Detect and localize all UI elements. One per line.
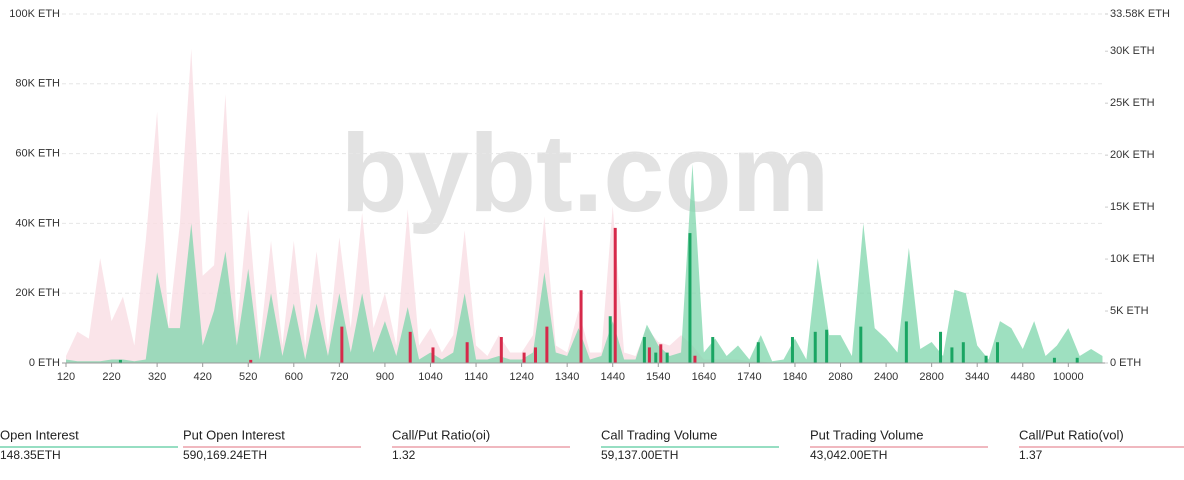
bar [984,355,988,363]
stat-label: Open Interest [0,427,79,442]
bar [995,342,999,363]
y-tick-label: 60K ETH [15,148,60,160]
stat-value: 59,137.00ETH [601,448,678,462]
y2-tick-label: 20K ETH [1110,149,1155,161]
bar [665,352,669,363]
bar [659,344,663,363]
bar [961,342,965,363]
bar [118,359,122,363]
stat-label: Put Trading Volume [810,427,923,442]
x-tick-label: 1240 [509,371,533,383]
bar [545,326,549,363]
x-tick-label: 1840 [783,371,807,383]
x-tick-label: 1640 [692,371,716,383]
x-tick-label: 120 [57,371,75,383]
x-tick-label: 2400 [874,371,898,383]
y-tick-label: 100K ETH [9,8,60,20]
bar [688,233,692,363]
x-tick-label: 2800 [919,371,943,383]
bar [711,337,715,363]
x-tick-label: 1140 [464,371,488,383]
y2-tick-label: 0 ETH [1110,357,1141,369]
stat-label: Put Open Interest [183,427,285,442]
stat-value: 43,042.00ETH [810,448,887,462]
bar [950,347,954,363]
bar [499,337,503,363]
y2-tick-label: 25K ETH [1110,97,1155,109]
bar [408,331,412,363]
x-tick-label: 600 [285,371,303,383]
bar [465,342,469,363]
x-tick-label: 520 [239,371,257,383]
bar [859,326,863,363]
y2-tick-label: 30K ETH [1110,45,1155,57]
x-tick-label: 220 [102,371,120,383]
x-tick-label: 10000 [1053,371,1084,383]
x-tick-label: 720 [330,371,348,383]
bar [825,329,829,363]
x-tick-label: 1040 [418,371,442,383]
bar [613,227,617,363]
watermark: bybt.com [341,112,830,235]
stat-value: 148.35ETH [0,448,61,462]
y-tick-label: 40K ETH [15,217,60,229]
bar [608,316,612,363]
bar [939,331,943,363]
stat-label: Call Trading Volume [601,427,717,442]
stat-label: Call/Put Ratio(oi) [392,427,490,442]
x-tick-label: 420 [194,371,212,383]
x-tick-label: 3440 [965,371,989,383]
bar [1052,357,1056,363]
bar [249,359,253,363]
bar [693,355,697,363]
y2-tick-label: 10K ETH [1110,253,1155,265]
x-tick-label: 900 [376,371,394,383]
bar [756,342,760,363]
bar [1075,357,1079,363]
y-tick-label: 0 ETH [29,357,60,369]
bar [813,331,817,363]
x-tick-label: 1740 [737,371,761,383]
bar [522,352,526,363]
bar [790,337,794,363]
y-tick-label: 80K ETH [15,78,60,90]
x-tick-label: 1340 [555,371,579,383]
stat-value: 1.32 [392,448,416,462]
bar [340,326,344,363]
x-tick-label: 4480 [1011,371,1035,383]
y2-tick-label: 15K ETH [1110,201,1155,213]
bar [642,337,646,363]
x-tick-label: 2080 [828,371,852,383]
stat-label: Call/Put Ratio(vol) [1019,427,1124,442]
bar [533,347,537,363]
stat-value: 1.37 [1019,448,1043,462]
x-tick-label: 320 [148,371,166,383]
x-tick-label: 1440 [600,371,624,383]
y-tick-label: 20K ETH [15,287,60,299]
bar [647,347,651,363]
bar [431,347,435,363]
bar [579,290,583,363]
bar [654,352,658,363]
y2-tick-label: 5K ETH [1110,305,1149,317]
stat-value: 590,169.24ETH [183,448,267,462]
y2-tick-label: 33.58K ETH [1110,8,1170,20]
bar [904,321,908,363]
x-tick-label: 1540 [646,371,670,383]
